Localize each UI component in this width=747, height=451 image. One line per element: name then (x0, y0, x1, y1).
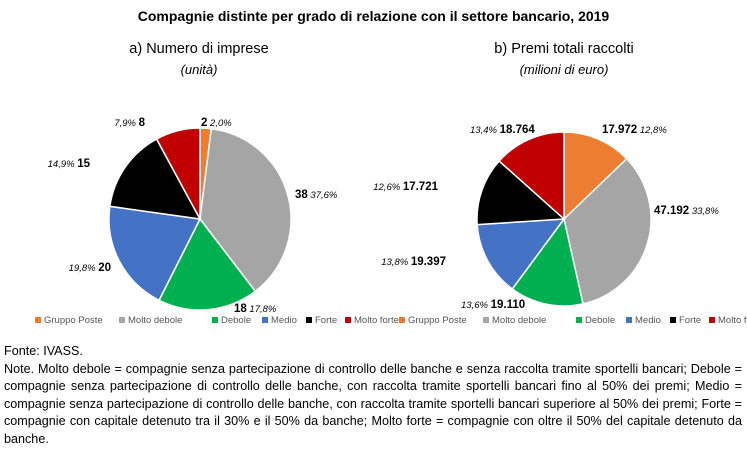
legend-swatch-gruppo-poste-a (35, 317, 41, 323)
legend-label-molto-debole-b: Molto debole (492, 315, 546, 326)
legend-swatch-medio-a (262, 317, 268, 323)
chart-b-subtitle: (milioni di euro) (519, 62, 609, 77)
data-label-molto-debole-b: 47.192 33,8% (654, 205, 719, 217)
definitions-note: Note. Molto debole = compagnie senza par… (4, 361, 742, 446)
legend-label-forte-a: Forte (315, 315, 337, 326)
figure-title: Compagnie distinte per grado di relazion… (137, 8, 610, 24)
slice-debole-b (511, 217, 584, 307)
slice-forte-b (476, 159, 566, 226)
data-label-molto-debole-a: 38 37,6% (295, 189, 338, 201)
legend-label-forte-b: Forte (679, 315, 701, 326)
source-note: Fonte: IVASS. (4, 344, 83, 358)
chart-a-subtitle: (unità) (180, 62, 218, 77)
slice-molto-debole-a (199, 127, 292, 293)
legend-swatch-forte-a (306, 317, 312, 323)
legend-swatch-forte-b (670, 317, 676, 323)
data-label-molto-forte-b: 13,4% 18.764 (470, 124, 535, 136)
legend-label-gruppo-poste-a: Gruppo Poste (44, 315, 103, 326)
legend-label-medio-a: Medio (271, 315, 297, 326)
slice-molto-debole-b (563, 157, 652, 305)
data-label-forte-a: 14,9% 15 (48, 158, 91, 170)
legend-swatch-debole-a (212, 317, 218, 323)
slice-gruppo-poste-b (563, 131, 628, 221)
slice-medio-a (108, 205, 202, 302)
chart-a-title: a) Numero di imprese (129, 41, 269, 57)
slice-medio-b (476, 218, 566, 291)
data-label-molto-forte-a: 7,9% 8 (114, 117, 145, 129)
legend-label-debole-b: Debole (585, 315, 615, 326)
legend-swatch-medio-b (626, 317, 632, 323)
legend-swatch-molto-debole-b (483, 317, 489, 323)
data-label-gruppo-poste-a: 2 2,0% (201, 117, 232, 129)
legend-b: Gruppo Poste Molto debole Debole Medio Forte… (399, 315, 747, 326)
legend-a: Gruppo Poste Molto debole Debole Medio Forte… (35, 315, 399, 326)
legend-swatch-gruppo-poste-b (399, 317, 405, 323)
legend-swatch-debole-b (576, 317, 582, 323)
legend-swatch-molto-forte-b (709, 317, 715, 323)
legend-label-molto-forte-a: Molto forte (354, 315, 399, 326)
slice-debole-a (158, 217, 257, 311)
legend-label-gruppo-poste-b: Gruppo Poste (408, 315, 467, 326)
chart-b-title: b) Premi totali raccolti (494, 41, 634, 57)
pie-charts-canvas: 2 2,0% 38 37,6% 18 17,8% 19,8% 20 14,9% 15 7,… (35, 117, 747, 326)
legend-label-debole-a: Debole (221, 315, 251, 326)
data-label-medio-a: 19,8% 20 (69, 262, 111, 274)
legend-swatch-molto-forte-a (345, 317, 351, 323)
slice-molto-forte-b (498, 131, 565, 221)
slice-molto-forte-a (155, 127, 201, 220)
notes-block: Fonte: IVASS. Note. Molto debole = compa… (4, 343, 742, 449)
pie-chart-a: 2 2,0% 38 37,6% 18 17,8% 19,8% 20 14,9% 15 7,… (48, 117, 338, 315)
legend-swatch-molto-debole-a (119, 317, 125, 323)
pie-chart-b: 17.972 12,8% 47.192 33,8% 13,6% 19.110 13,8… (373, 124, 719, 311)
legend-label-medio-b: Medio (635, 315, 661, 326)
data-label-gruppo-poste-b: 17.972 12,8% (602, 124, 667, 136)
legend-label-molto-debole-a: Molto debole (128, 315, 182, 326)
slice-forte-a (109, 138, 202, 220)
data-label-forte-b: 12,6% 17.721 (373, 181, 438, 193)
legend-label-molto-forte-b: Molto forte (718, 315, 747, 326)
data-label-debole-b: 13,6% 19.110 (461, 299, 525, 311)
data-label-debole-a: 18 17,8% (234, 303, 277, 315)
data-label-medio-b: 13,8% 19.397 (381, 256, 446, 268)
